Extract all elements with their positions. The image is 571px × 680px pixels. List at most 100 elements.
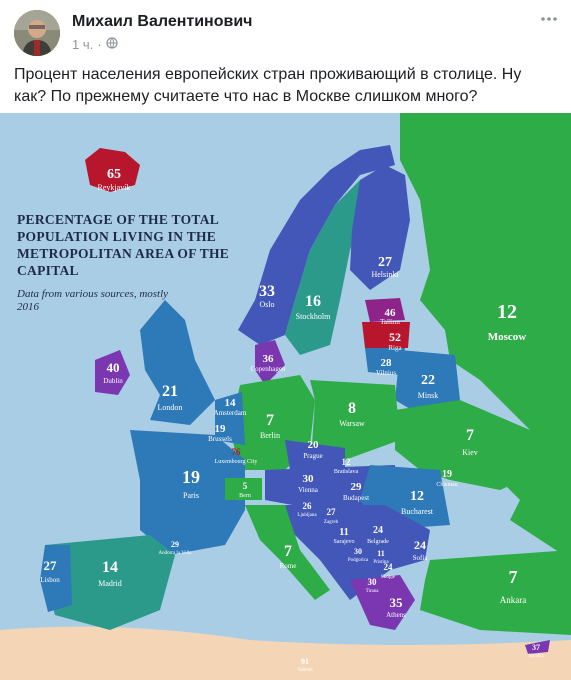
city-lisbon: Lisbon xyxy=(40,576,60,584)
value-sarajevo: 11 xyxy=(339,527,348,538)
country-poland xyxy=(310,380,400,460)
value-warsaw: 8 xyxy=(348,400,356,417)
city-prague: Prague xyxy=(303,452,322,460)
city-ljubljana: Ljubljana xyxy=(297,513,317,518)
city-reykjavik: Reykjavík xyxy=(98,183,131,192)
value-nicosia: 37 xyxy=(532,643,540,652)
city-pristina: Pristina xyxy=(373,560,389,565)
value-lisbon: 27 xyxy=(44,558,58,573)
value-minsk: 22 xyxy=(421,373,435,388)
city-tallinn: Tallinn xyxy=(380,318,400,326)
city-zagreb: Zagreb xyxy=(324,520,339,525)
city-stockholm: Stockholm xyxy=(296,312,331,321)
value-bratislava: 12 xyxy=(342,457,352,467)
map-subtitle: Data from various sources, mostly 2016 xyxy=(17,288,169,313)
city-bern: Bern xyxy=(239,493,251,499)
value-chisinau: 19 xyxy=(442,469,452,480)
value-bern: 5 xyxy=(243,481,248,491)
value-podgorica: 30 xyxy=(354,547,362,556)
city-bratislava: Bratislava xyxy=(334,469,359,475)
value-paris: 19 xyxy=(182,467,200,487)
city-berlin: Berlin xyxy=(260,431,280,440)
city-oslo: Oslo xyxy=(259,300,274,309)
value-luxembourg: 76 xyxy=(232,447,242,457)
country-norway xyxy=(238,145,395,345)
city-paris: Paris xyxy=(183,491,199,500)
country-latvia xyxy=(362,322,410,348)
value-oslo: 33 xyxy=(259,283,275,300)
value-zagreb: 27 xyxy=(327,507,337,517)
city-skopje: Skopje xyxy=(381,575,396,580)
value-moscow: 12 xyxy=(497,301,517,323)
value-budapest: 29 xyxy=(351,481,363,493)
country-denmark xyxy=(255,340,285,385)
country-france xyxy=(130,430,245,555)
value-berlin: 7 xyxy=(266,412,274,429)
city-vienna: Vienna xyxy=(298,486,319,494)
post-text: Процент населения европейских стран прож… xyxy=(14,66,522,105)
country-portugal xyxy=(40,545,72,612)
map-labels: 65 Reykjavík 33 Oslo 16 Stockholm 27 Hel… xyxy=(40,167,544,673)
post-meta: 1 ч. · xyxy=(72,37,118,52)
city-luxembourg: Luxembourg City xyxy=(215,459,258,465)
city-madrid: Madrid xyxy=(98,579,122,588)
city-moscow: Moscow xyxy=(488,331,527,343)
value-skopje: 24 xyxy=(384,562,394,572)
more-icon[interactable] xyxy=(539,12,559,26)
value-tirana: 30 xyxy=(368,577,378,587)
globe-icon xyxy=(105,37,118,52)
country-iceland xyxy=(85,148,140,192)
value-belgrade: 24 xyxy=(373,525,383,536)
value-reykjavik: 65 xyxy=(107,167,121,182)
author-name[interactable]: Михаил Валентинович xyxy=(72,13,253,30)
value-ljubljana: 26 xyxy=(303,501,313,511)
city-nicosia: Nicosia xyxy=(528,654,544,659)
city-riga: Riga xyxy=(388,344,402,352)
post-time[interactable]: 1 ч. xyxy=(72,37,94,52)
country-switzerland xyxy=(225,478,262,500)
country-ukraine xyxy=(395,400,545,490)
post-header: Михаил Валентинович 1 ч. · xyxy=(14,10,559,56)
value-vilnius: 28 xyxy=(381,357,393,369)
value-madrid: 14 xyxy=(102,559,118,576)
country-estonia xyxy=(365,298,405,322)
value-brussels: 19 xyxy=(215,423,227,435)
value-valletta: 91 xyxy=(301,657,309,666)
city-amsterdam: Amsterdam xyxy=(214,409,247,417)
map-title: PERCENTAGE OF THE TOTAL POPULATION LIVIN… xyxy=(17,212,230,278)
value-tallinn: 46 xyxy=(385,307,397,319)
country-lithuania xyxy=(365,348,405,375)
value-dublin: 40 xyxy=(107,360,120,375)
country-finland xyxy=(350,165,410,290)
city-london: London xyxy=(158,403,183,412)
value-rome: 7 xyxy=(284,543,292,560)
value-riga: 52 xyxy=(389,330,401,344)
value-amsterdam: 14 xyxy=(225,397,237,409)
city-vilnius: Vilnius xyxy=(376,369,396,377)
avatar[interactable] xyxy=(14,10,60,56)
country-balkans xyxy=(285,505,430,600)
city-sarajevo: Sarajevo xyxy=(334,539,355,545)
city-helsinki: Helsinki xyxy=(371,270,399,279)
city-kiev: Kiev xyxy=(462,448,478,457)
city-podgorica: Podgorica xyxy=(348,558,369,563)
city-budapest: Budapest xyxy=(343,494,369,502)
country-benelux xyxy=(215,392,245,445)
city-dublin: Dublin xyxy=(103,377,123,385)
europe-map-image[interactable]: 65 Reykjavík 33 Oslo 16 Stockholm 27 Hel… xyxy=(0,113,571,680)
city-andorra: Andorra la Vella xyxy=(159,551,193,556)
city-chisinau: Chisinau xyxy=(436,482,457,488)
country-italy xyxy=(245,505,330,600)
country-cyprus xyxy=(525,640,550,654)
value-athens: 35 xyxy=(390,595,404,610)
city-sofia: Sofia xyxy=(413,554,429,562)
country-spain xyxy=(45,535,175,630)
country-turkey xyxy=(420,550,571,635)
city-brussels: Brussels xyxy=(208,435,232,443)
city-valletta: Valletta xyxy=(297,668,313,673)
country-uk xyxy=(140,300,215,425)
africa-region xyxy=(0,626,571,680)
value-stockholm: 16 xyxy=(305,293,321,310)
city-ankara: Ankara xyxy=(500,595,527,605)
city-warsaw: Warsaw xyxy=(339,419,365,428)
